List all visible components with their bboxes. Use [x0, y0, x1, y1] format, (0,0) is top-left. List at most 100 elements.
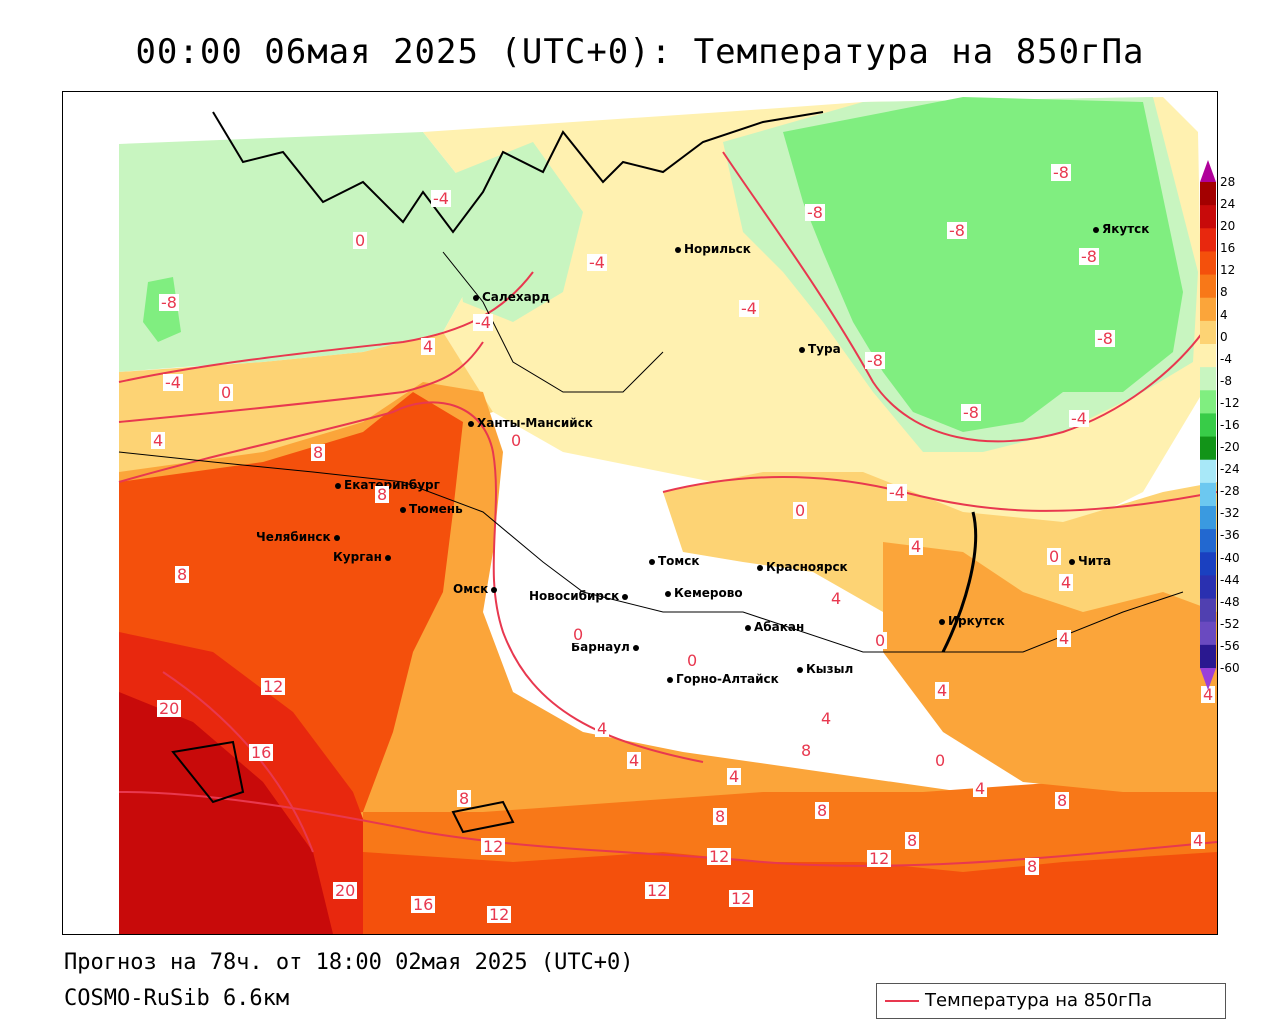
isotherm-label: 12: [729, 889, 754, 908]
colorbar-swatch: [1200, 552, 1216, 576]
city-omsk: Омск: [453, 582, 500, 596]
isotherm-label: 8: [713, 807, 728, 826]
forecast-info: Прогноз на 78ч. от 18:00 02мая 2025 (UTC…: [64, 950, 634, 975]
city-marker-icon: [622, 593, 629, 600]
isotherm-label: -8: [961, 403, 981, 422]
city-chelyabinsk: Челябинск: [256, 530, 343, 544]
isotherm-label: -4: [1069, 409, 1089, 428]
isotherm-label: -8: [159, 293, 179, 312]
colorbar-swatch: [1200, 598, 1216, 623]
isotherm-label: -4: [473, 313, 493, 332]
colorbar-tick-label: -28: [1220, 484, 1240, 499]
colorbar-tick-label: 4: [1220, 307, 1228, 322]
isotherm-label: 8: [175, 565, 190, 584]
city-kemerovo: Кемерово: [665, 586, 743, 600]
isotherm-label: 4: [935, 681, 950, 700]
colorbar-tick-label: -56: [1220, 638, 1240, 653]
isotherm-label: 8: [905, 831, 920, 850]
isotherm-label: 12: [645, 881, 670, 900]
colorbar-swatch: [1200, 228, 1216, 252]
city-barnaul: Барнаул: [571, 640, 642, 654]
city-tomsk: Томск: [649, 554, 700, 568]
isotherm-label: 4: [829, 589, 844, 608]
isotherm-label: -8: [1079, 247, 1099, 266]
city-marker-icon: [335, 482, 341, 489]
city-marker-icon: [797, 666, 803, 673]
admin-border-north: [442, 251, 664, 393]
isotherm-label: -4: [739, 299, 759, 318]
city-marker-icon: [667, 676, 673, 683]
city-chita: Чита: [1069, 554, 1111, 568]
isotherm-label: -8: [865, 351, 885, 370]
colorbar-tick-label: 8: [1220, 285, 1228, 300]
colorbar-swatch: [1200, 436, 1216, 461]
colorbar-swatch: [1200, 482, 1216, 507]
isotherm-label: 12: [867, 849, 892, 868]
city-yekaterinburg: Екатеринбург: [335, 478, 440, 492]
isotherm-label: 8: [375, 485, 390, 504]
isotherm-label: 4: [1191, 831, 1206, 850]
isotherm-label: -8: [1051, 163, 1071, 182]
isotherm-label: 0: [509, 431, 524, 450]
isotherm-label: 20: [157, 699, 182, 718]
colorbar-swatch: [1200, 575, 1216, 600]
colorbar-swatch: [1200, 621, 1216, 646]
colorbar-swatch: [1200, 529, 1216, 553]
colorbar-swatch: [1200, 644, 1216, 669]
city-marker-icon: [1069, 558, 1075, 565]
isotherm-label: 12: [707, 847, 732, 866]
isotherm-label: 0: [219, 383, 234, 402]
isotherm-label: 4: [595, 719, 610, 738]
isotherm-label: 12: [481, 837, 506, 856]
admin-border-south: [118, 451, 1184, 653]
colorbar-tick-label: 0: [1220, 329, 1228, 344]
colorbar-tick-label: 28: [1220, 175, 1236, 189]
isotherm-label: 4: [909, 537, 924, 556]
city-marker-icon: [468, 420, 474, 427]
model-info: COSMO-RuSib 6.6км: [64, 986, 290, 1011]
city-salekhard: Салехард: [473, 290, 550, 304]
isotherm-label: 0: [353, 231, 368, 250]
colorbar-tick-label: -12: [1220, 395, 1240, 410]
zone-hot-bottom: [363, 852, 1217, 934]
colorbar-tick-label: -24: [1220, 462, 1240, 477]
colorbar-tick-label: -32: [1220, 506, 1240, 521]
isotherm-4-west: [118, 341, 484, 423]
city-khanty-mansiysk: Ханты-Мансийск: [468, 416, 593, 430]
lake-alakol: [451, 800, 515, 834]
arctic-coastline: [212, 111, 824, 234]
city-yakutsk: Якутск: [1093, 222, 1149, 236]
colorbar-swatch: [1200, 413, 1216, 438]
map-field: [118, 97, 1217, 934]
zone-east-warm: [883, 542, 1217, 792]
temperature-colorbar: [1200, 160, 1216, 690]
colorbar-tick-label: -4: [1220, 351, 1232, 366]
lake-baikal: [941, 511, 978, 653]
isotherm-label: 4: [973, 779, 988, 798]
isotherm-label: 12: [261, 677, 286, 696]
colorbar-tick-label: -8: [1220, 373, 1232, 388]
city-marker-icon: [632, 644, 639, 651]
isotherm-8: [118, 401, 704, 763]
colorbar-tick-label: -44: [1220, 572, 1240, 587]
zone-cold-nw: [119, 132, 493, 372]
city-norilsk: Норильск: [675, 242, 751, 256]
isotherm-label: 4: [1057, 629, 1072, 648]
colorbar-tick-label: -20: [1220, 440, 1240, 455]
colorbar-swatch: [1200, 506, 1216, 530]
colorbar-tick-label: 20: [1220, 219, 1236, 234]
city-marker-icon: [400, 506, 406, 513]
isotherm-label: 0: [933, 751, 948, 770]
isotherm-label: -4: [431, 189, 451, 208]
zone-west-belt: [119, 332, 493, 492]
isotherm-label: 4: [421, 337, 436, 356]
city-marker-icon: [675, 246, 681, 253]
colorbar-swatch: [1200, 344, 1216, 368]
colorbar-swatch: [1200, 390, 1216, 414]
colorbar-swatch: [1200, 367, 1216, 391]
colorbar-swatch: [1200, 205, 1216, 229]
colorbar-swatch: [1200, 251, 1216, 276]
city-marker-icon: [333, 534, 340, 541]
isotherm-0: [118, 271, 534, 383]
isotherm-label: 20: [333, 881, 358, 900]
